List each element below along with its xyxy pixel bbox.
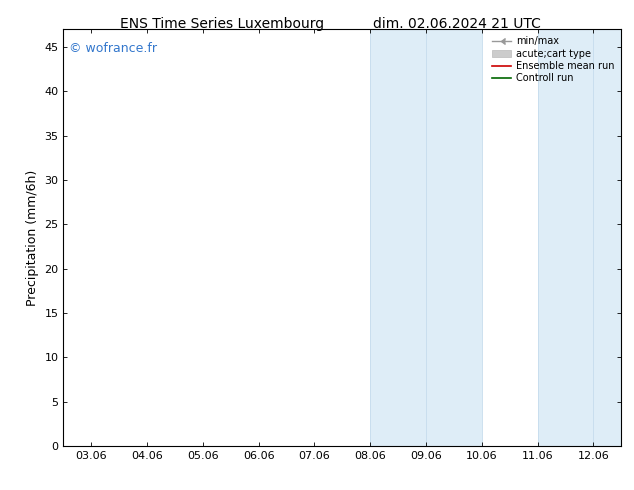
Bar bbox=[426, 29, 482, 446]
Legend: min/max, acute;cart type, Ensemble mean run, Controll run: min/max, acute;cart type, Ensemble mean … bbox=[489, 34, 616, 85]
Bar bbox=[538, 29, 593, 446]
Text: ENS Time Series Luxembourg: ENS Time Series Luxembourg bbox=[120, 17, 324, 31]
Text: © wofrance.fr: © wofrance.fr bbox=[69, 42, 157, 55]
Y-axis label: Precipitation (mm/6h): Precipitation (mm/6h) bbox=[26, 170, 39, 306]
Text: dim. 02.06.2024 21 UTC: dim. 02.06.2024 21 UTC bbox=[373, 17, 540, 31]
Bar bbox=[370, 29, 426, 446]
Bar bbox=[593, 29, 634, 446]
